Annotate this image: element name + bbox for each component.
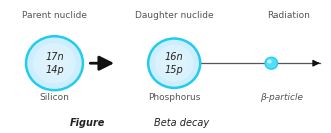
Circle shape bbox=[40, 50, 69, 77]
Text: Figure: Figure bbox=[70, 118, 105, 128]
Circle shape bbox=[33, 43, 76, 83]
Circle shape bbox=[265, 57, 278, 69]
Text: Daughter nuclide: Daughter nuclide bbox=[135, 11, 213, 20]
Text: Phosphorus: Phosphorus bbox=[148, 93, 200, 102]
Circle shape bbox=[148, 39, 200, 88]
Text: Silicon: Silicon bbox=[39, 93, 70, 102]
Text: β-particle: β-particle bbox=[260, 93, 303, 102]
Text: 14p: 14p bbox=[45, 65, 64, 75]
Circle shape bbox=[155, 45, 194, 82]
Circle shape bbox=[161, 51, 187, 76]
Text: Radiation: Radiation bbox=[267, 11, 310, 20]
Text: 16n: 16n bbox=[165, 52, 183, 62]
Text: 17n: 17n bbox=[45, 52, 64, 62]
Text: Parent nuclide: Parent nuclide bbox=[22, 11, 87, 20]
Circle shape bbox=[26, 36, 83, 90]
Text: 15p: 15p bbox=[165, 65, 184, 75]
Text: Beta decay: Beta decay bbox=[154, 118, 209, 128]
Circle shape bbox=[267, 59, 272, 63]
